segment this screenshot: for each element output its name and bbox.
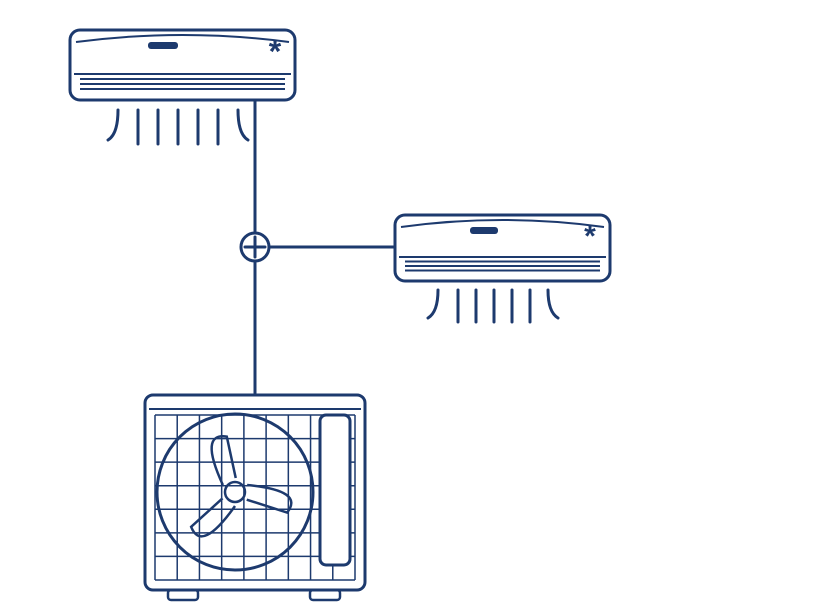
multi-split-ac-diagram: ** (0, 0, 819, 614)
svg-text:*: * (584, 220, 596, 253)
svg-text:*: * (269, 33, 282, 69)
outdoor-unit (145, 395, 365, 600)
